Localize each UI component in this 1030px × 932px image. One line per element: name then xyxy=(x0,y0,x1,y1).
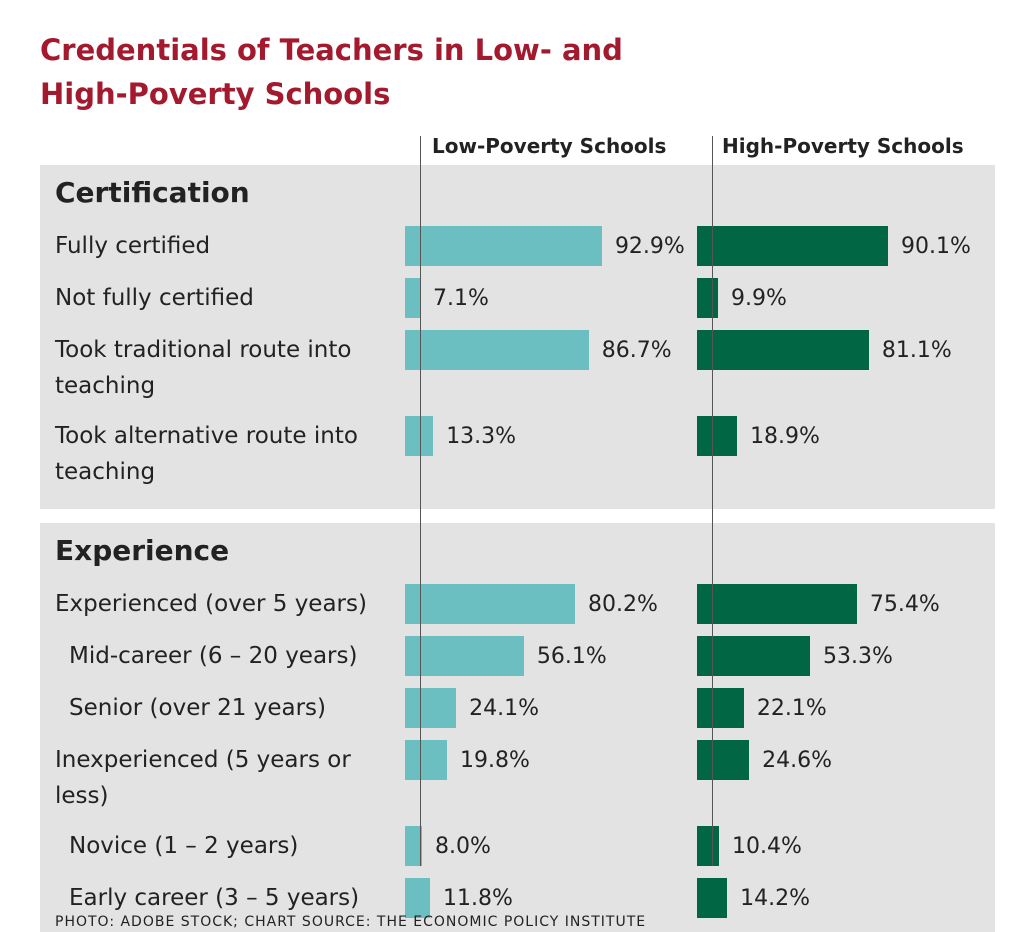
row: Early career (3 – 5 years) 11.8% 14.2% xyxy=(40,873,995,925)
bar xyxy=(405,688,457,728)
divider xyxy=(712,136,713,866)
category-label: Took traditional route into teaching xyxy=(55,337,352,399)
value-label: 92.9% xyxy=(614,233,685,259)
section-title: Certification xyxy=(55,176,250,209)
row: Senior (over 21 years) 24.1% 22.1% xyxy=(40,683,995,735)
bar xyxy=(697,584,857,624)
bar xyxy=(697,416,738,456)
value-label: 9.9% xyxy=(730,285,787,311)
bar-cell: 53.3% xyxy=(697,636,989,676)
bar xyxy=(697,278,718,318)
row: Experienced (over 5 years) 80.2% 75.4% xyxy=(40,579,995,631)
bar-cell: 19.8% xyxy=(405,740,697,780)
bar xyxy=(697,826,720,866)
value-label: 14.2% xyxy=(740,885,810,911)
value-label: 13.3% xyxy=(446,423,517,449)
row: Not fully certified 7.1% 9.9% xyxy=(40,273,995,325)
section-title: Experience xyxy=(55,534,230,567)
bar-cell: 14.2% xyxy=(697,878,989,918)
category-label: Fully certified xyxy=(55,233,211,259)
category-label: Experienced (over 5 years) xyxy=(55,591,367,617)
column-header: Low-Poverty Schools xyxy=(432,134,667,158)
value-label: 86.7% xyxy=(601,337,672,363)
category-label: Not fully certified xyxy=(55,285,254,311)
value-label: 22.1% xyxy=(756,695,827,721)
row: Took traditional route into teaching 86.7… xyxy=(40,325,995,411)
bar-cell: 13.3% xyxy=(405,416,697,456)
value-label: 24.6% xyxy=(762,747,833,773)
chart-title: Credentials of Teachers in Low- and High… xyxy=(40,33,623,111)
category-label: Mid-career (6 – 20 years) xyxy=(69,643,358,669)
bar xyxy=(697,740,750,780)
value-label: 80.2% xyxy=(588,591,658,617)
category-label: Took alternative route into teaching xyxy=(55,423,358,485)
source-note: PHOTO: ADOBE STOCK; CHART SOURCE: THE EC… xyxy=(55,914,647,930)
bar xyxy=(405,636,524,676)
bar xyxy=(405,330,589,370)
value-label: 19.8% xyxy=(459,747,530,773)
value-label: 53.3% xyxy=(822,643,893,669)
bar xyxy=(697,636,810,676)
bar-cell: 75.4% xyxy=(697,584,989,624)
bar-cell: 22.1% xyxy=(697,688,989,728)
category-label: Inexperienced (5 years or less) xyxy=(55,747,351,809)
category-label: Senior (over 21 years) xyxy=(69,695,326,721)
bar-cell: 18.9% xyxy=(697,416,989,456)
bar-cell: 11.8% xyxy=(405,878,697,918)
divider xyxy=(420,136,421,866)
bar xyxy=(405,226,602,266)
bar-cell: 24.6% xyxy=(697,740,989,780)
bar xyxy=(405,878,431,918)
bar-cell: 7.1% xyxy=(405,278,697,318)
bar xyxy=(697,878,728,918)
bar-cell: 86.7% xyxy=(405,330,697,370)
section-panel: Experience Experienced (over 5 years) 80.2… xyxy=(40,523,995,932)
value-label: 56.1% xyxy=(536,643,607,669)
bar-cell: 90.1% xyxy=(697,226,989,266)
bar-cell: 9.9% xyxy=(697,278,989,318)
section-panel: Certification Fully certified 92.9% 90.1% No… xyxy=(40,165,995,509)
value-label: 7.1% xyxy=(433,285,489,311)
row: Inexperienced (5 years or less) 19.8% 24.6… xyxy=(40,735,995,821)
bar-cell: 81.1% xyxy=(697,330,989,370)
value-label: 11.8% xyxy=(443,885,513,911)
bar xyxy=(405,740,447,780)
bar-cell: 56.1% xyxy=(405,636,697,676)
bar-cell: 10.4% xyxy=(697,826,989,866)
bar xyxy=(697,330,869,370)
value-label: 75.4% xyxy=(869,591,940,617)
bar xyxy=(405,826,422,866)
value-label: 18.9% xyxy=(750,423,820,449)
chart-body: Certification Fully certified 92.9% 90.1% No… xyxy=(40,165,995,932)
row: Fully certified 92.9% 90.1% xyxy=(40,221,995,273)
bar xyxy=(405,278,421,318)
bar-cell: 8.0% xyxy=(405,826,697,866)
column-header: High-Poverty Schools xyxy=(722,134,964,158)
value-label: 10.4% xyxy=(732,833,802,859)
value-label: 24.1% xyxy=(469,695,539,721)
row: Took alternative route into teaching 13.3… xyxy=(40,411,995,497)
bar xyxy=(405,584,576,624)
category-label: Novice (1 – 2 years) xyxy=(69,833,299,859)
bar xyxy=(405,416,434,456)
bar xyxy=(697,226,888,266)
category-label: Early career (3 – 5 years) xyxy=(69,885,360,911)
bar-cell: 80.2% xyxy=(405,584,697,624)
bar-cell: 92.9% xyxy=(405,226,697,266)
value-label: 8.0% xyxy=(434,833,491,859)
row: Mid-career (6 – 20 years) 56.1% 53.3% xyxy=(40,631,995,683)
bar-cell: 24.1% xyxy=(405,688,697,728)
value-label: 81.1% xyxy=(881,337,952,363)
row: Novice (1 – 2 years) 8.0% 10.4% xyxy=(40,821,995,873)
value-label: 90.1% xyxy=(901,233,971,259)
bar xyxy=(697,688,744,728)
